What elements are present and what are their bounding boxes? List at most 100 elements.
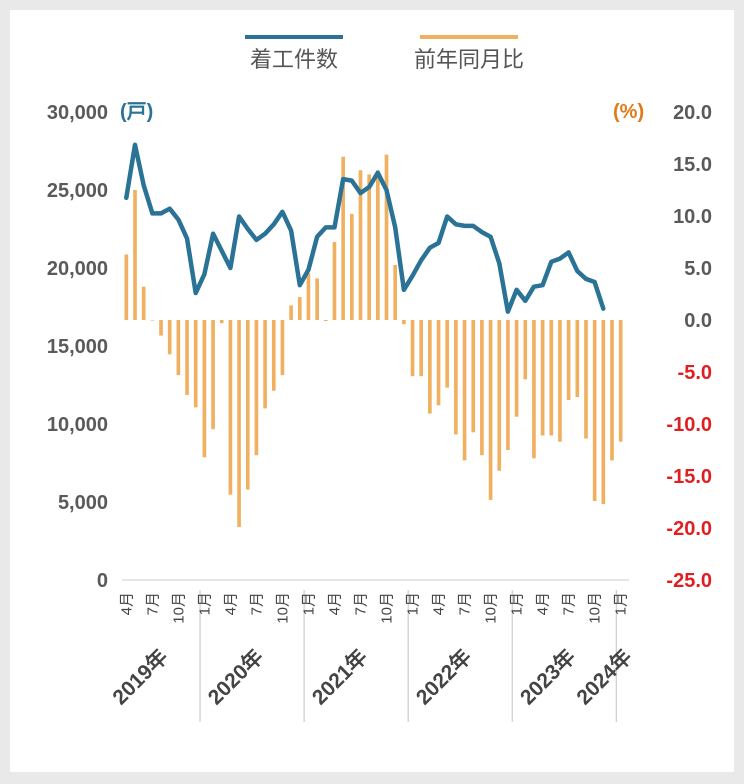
yoy-bar: [341, 156, 345, 320]
yoy-bar: [488, 320, 493, 500]
month-tick-label: 10月: [274, 592, 291, 624]
yoy-bar: [592, 320, 597, 501]
yoy-bar: [124, 254, 129, 320]
yoy-bar: [228, 320, 233, 495]
yoy-bar: [601, 320, 606, 505]
left-tick-label: 25,000: [47, 180, 108, 202]
yoy-bar: [540, 320, 545, 436]
month-tick-label: 4月: [222, 592, 239, 615]
month-tick-label: 1月: [405, 592, 422, 615]
right-tick-label: -25.0: [666, 570, 712, 592]
yoy-bar: [306, 273, 311, 320]
yoy-bar: [167, 320, 172, 355]
month-tick-label: 1月: [613, 592, 630, 615]
right-axis-ticks: 20.0 15.0 10.0 5.0 0.0 -5.0 -10.0 -15.0 -20.0 -25…: [666, 102, 712, 592]
yoy-bar: [384, 154, 389, 320]
starts-line-layer: [124, 142, 606, 314]
left-tick-label: 0: [97, 570, 108, 592]
chart-panel: 着工件数 前年同月比 (戸) (%) 0 5,000 10,000 15,000 20,…: [10, 10, 734, 772]
month-tick-label: 4月: [431, 592, 448, 615]
year-label: 2019年: [108, 645, 173, 710]
yoy-bar: [610, 320, 614, 461]
yoy-bar: [584, 320, 588, 439]
right-tick-label: -10.0: [666, 414, 712, 436]
yoy-bar: [575, 320, 580, 397]
left-axis-unit: (戸): [120, 101, 153, 123]
left-tick-label: 5,000: [58, 492, 108, 514]
month-tick-label: 4月: [326, 592, 343, 615]
yoy-bar: [514, 320, 519, 417]
left-tick-label: 30,000: [47, 102, 108, 124]
month-tick-label: 7月: [248, 592, 265, 615]
yoy-bar: [506, 320, 510, 450]
month-tick-label: 10月: [587, 592, 604, 624]
year-label: 2021年: [307, 645, 372, 710]
right-axis-unit: (%): [613, 101, 644, 123]
yoy-bar: [618, 320, 623, 442]
month-tick-label: 10月: [483, 592, 500, 624]
right-tick-label: 0.0: [684, 310, 712, 332]
right-tick-label: 20.0: [673, 102, 712, 124]
yoy-bar: [245, 320, 250, 490]
yoy-bar: [480, 320, 484, 456]
yoy-bar: [141, 286, 146, 320]
month-tick-label: 7月: [457, 592, 474, 615]
year-label: 2020年: [203, 645, 268, 710]
left-axis-ticks: 0 5,000 10,000 15,000 20,000 25,000 30,000: [47, 102, 108, 592]
month-tick-label: 4月: [118, 592, 135, 615]
yoy-bar: [532, 320, 536, 459]
month-tick-label: 7月: [561, 592, 578, 615]
yoy-bar: [402, 320, 406, 325]
legend-label-yoy: 前年同月比: [414, 47, 524, 72]
yoy-bar: [271, 320, 276, 391]
yoy-bars: [124, 154, 623, 527]
left-tick-label: 20,000: [47, 258, 108, 280]
month-tick-label: 10月: [379, 592, 396, 624]
yoy-bar: [315, 278, 319, 320]
legend-label-starts: 着工件数: [250, 47, 338, 72]
x-axis: 4月 7月 10月 1月 4月 7月 10月 1月 4月 7月 10月 1月 4月 7月 10月 1月 4月 7月…: [108, 579, 637, 722]
yoy-bar: [133, 190, 137, 320]
yoy-bar: [462, 320, 467, 461]
yoy-bar: [393, 264, 398, 320]
chart-legend: 着工件数 前年同月比: [245, 35, 524, 72]
yoy-bar: [185, 320, 189, 395]
year-label: 2024年: [572, 645, 637, 710]
yoy-bar: [436, 320, 441, 406]
yoy-bar: [323, 320, 328, 322]
yoy-bar: [454, 320, 458, 435]
right-tick-label: 5.0: [684, 258, 712, 280]
combo-chart: 着工件数 前年同月比 (戸) (%) 0 5,000 10,000 15,000 20,…: [47, 35, 712, 722]
yoy-bar: [297, 297, 302, 320]
yoy-bar: [549, 320, 554, 436]
yoy-bar: [211, 320, 215, 430]
month-tick-label: 1月: [300, 592, 317, 615]
month-tick-label: 7月: [144, 592, 161, 615]
yoy-bar: [410, 320, 415, 377]
month-tick-label: 10月: [170, 592, 187, 624]
yoy-bar: [193, 320, 198, 408]
yoy-bar: [150, 320, 155, 321]
yoy-bar: [219, 320, 224, 324]
yoy-bar: [367, 174, 371, 320]
month-tick-label: 1月: [196, 592, 213, 615]
right-tick-label: 10.0: [673, 206, 712, 228]
yoy-bar: [280, 320, 285, 376]
starts-line: [124, 142, 606, 314]
yoy-bar: [428, 320, 432, 414]
year-label: 2023年: [515, 645, 580, 710]
yoy-bar: [471, 320, 476, 433]
yoy-bar: [263, 320, 267, 409]
yoy-bar: [497, 320, 502, 471]
yoy-bar: [332, 242, 337, 320]
left-tick-label: 10,000: [47, 414, 108, 436]
yoy-bar: [445, 320, 450, 388]
yoy-bar: [349, 213, 354, 320]
yoy-bar: [419, 320, 424, 377]
yoy-bar: [566, 320, 571, 401]
yoy-bar: [358, 170, 363, 320]
year-label: 2022年: [411, 645, 476, 710]
yoy-bar: [523, 320, 528, 380]
yoy-bar: [237, 320, 241, 527]
right-tick-label: -20.0: [666, 518, 712, 540]
